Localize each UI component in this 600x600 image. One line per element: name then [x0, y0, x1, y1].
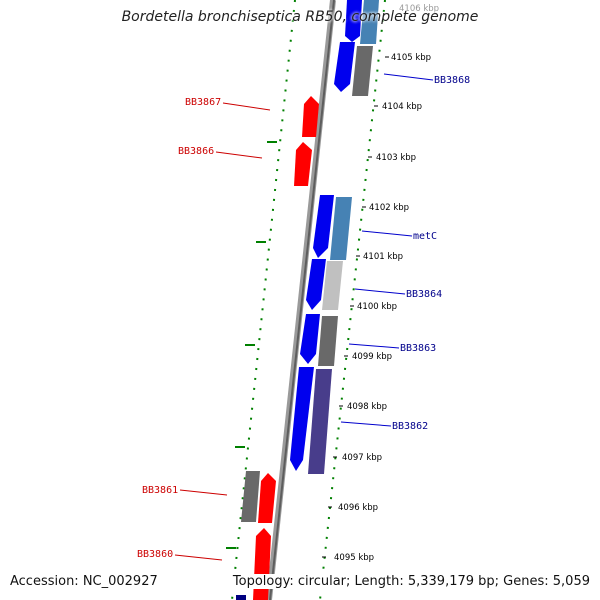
cds-feature-companion[interactable] — [241, 471, 260, 522]
topology-text: Topology: circular; Length: 5,339,179 bp… — [230, 574, 592, 589]
gene-label-bb3861[interactable]: BB3861 — [142, 485, 178, 496]
cds-feature[interactable] — [253, 528, 271, 600]
accession-text: Accession: NC_002927 — [8, 574, 160, 589]
companion-cds-track — [241, 0, 379, 522]
scale-label: 4102 kbp — [369, 203, 409, 213]
cds-feature[interactable] — [302, 96, 319, 137]
cds-feature-companion[interactable] — [318, 316, 338, 366]
scale-ticks — [322, 56, 389, 558]
scale-label: 4097 kbp — [342, 453, 382, 463]
scale-label: 4105 kbp — [391, 53, 431, 63]
scale-label: 4100 kbp — [357, 302, 397, 312]
gc-skew-track-right — [319, 0, 386, 600]
scale-label: 4095 kbp — [334, 553, 374, 563]
gene-label-bb3863[interactable]: BB3863 — [400, 343, 436, 354]
cds-feature[interactable] — [294, 142, 312, 186]
scale-label: 4104 kbp — [382, 102, 422, 112]
cds-feature[interactable] — [290, 367, 314, 471]
gene-label-bb3864[interactable]: BB3864 — [406, 289, 442, 300]
cds-feature[interactable] — [300, 314, 320, 364]
cds-feature[interactable] — [313, 195, 334, 258]
gene-label-bb3862[interactable]: BB3862 — [392, 421, 428, 432]
cds-feature[interactable] — [258, 473, 276, 523]
scale-label: 4103 kbp — [376, 153, 416, 163]
label-leaders-forward — [340, 73, 434, 427]
cds-feature-companion[interactable] — [308, 369, 332, 474]
scale-label: 4098 kbp — [347, 402, 387, 412]
scale-label: 4096 kbp — [338, 503, 378, 513]
scale-label: 4106 kbp — [399, 4, 439, 14]
map-title: Bordetella bronchiseptica RB50, complete… — [121, 9, 479, 25]
scale-label: 4099 kbp — [352, 352, 392, 362]
cds-feature-companion[interactable] — [330, 197, 352, 260]
cds-feature-companion[interactable] — [352, 46, 373, 96]
gene-label-bb3860[interactable]: BB3860 — [137, 549, 173, 560]
cds-feature[interactable] — [345, 0, 362, 42]
cds-feature-companion[interactable] — [360, 0, 379, 44]
forward-cds-track — [290, 0, 362, 471]
gc-skew-ticks — [226, 141, 277, 549]
gene-label-metc[interactable]: metC — [413, 231, 437, 242]
label-leaders-reverse — [174, 102, 271, 561]
cds-feature[interactable] — [306, 259, 326, 310]
gene-label-bb3868[interactable]: BB3868 — [434, 75, 470, 86]
cds-feature-companion[interactable] — [322, 261, 343, 310]
cds-feature[interactable] — [334, 42, 355, 92]
gene-label-bb3866[interactable]: BB3866 — [178, 146, 214, 157]
gene-label-bb3867[interactable]: BB3867 — [185, 97, 221, 108]
gc-skew-track-left — [231, 0, 296, 600]
scale-label: 4101 kbp — [363, 252, 403, 262]
